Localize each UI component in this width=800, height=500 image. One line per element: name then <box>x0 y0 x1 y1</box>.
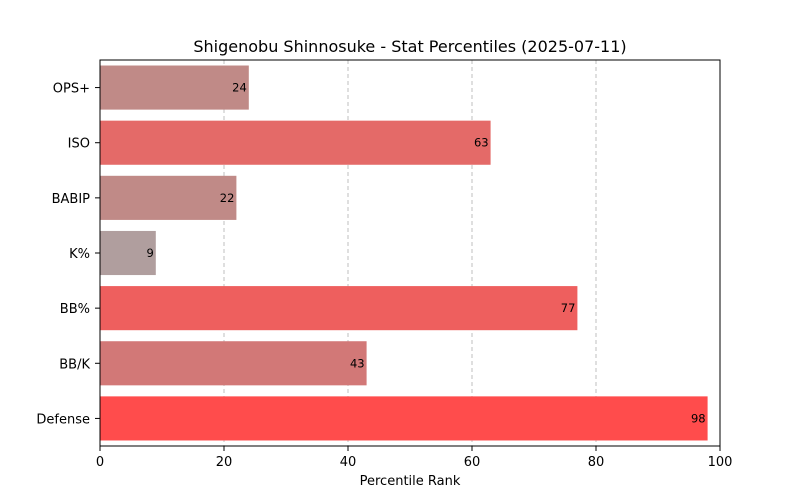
bar-value-label: 24 <box>232 81 247 95</box>
y-tick-label: BB% <box>60 302 90 317</box>
y-tick-label: BABIP <box>52 192 91 207</box>
y-axis-ticks: OPS+ ISO BABIP K% BB% BB/K Defense <box>36 82 100 427</box>
y-tick-label: K% <box>69 247 90 262</box>
bar-value-label: 77 <box>561 301 576 315</box>
x-tick-label: 20 <box>216 455 233 470</box>
data-labels: 24 63 22 9 77 43 98 <box>146 81 705 426</box>
x-axis-label: Percentile Rank <box>360 474 461 489</box>
x-tick-label: 0 <box>96 455 104 470</box>
bar-value-label: 22 <box>220 191 235 205</box>
chart-title: Shigenobu Shinnosuke - Stat Percentiles … <box>193 37 626 56</box>
bar-k <box>100 230 156 276</box>
bar-value-label: 43 <box>350 356 365 370</box>
x-tick-label: 40 <box>340 455 357 470</box>
x-tick-label: 60 <box>464 455 481 470</box>
y-tick-label: OPS+ <box>53 82 90 97</box>
bar-bb-k <box>100 341 367 386</box>
bar-bb <box>100 286 578 331</box>
bar-value-label: 9 <box>146 246 153 260</box>
x-tick-label: 100 <box>708 455 733 470</box>
bar-value-label: 98 <box>691 411 706 425</box>
y-tick-label: ISO <box>68 137 90 152</box>
gridlines <box>223 60 597 446</box>
bars <box>100 65 708 441</box>
x-tick-label: 80 <box>588 455 605 470</box>
bar-defense <box>100 396 708 441</box>
y-tick-label: Defense <box>36 412 90 427</box>
bar-babip <box>100 175 237 220</box>
plot-frame <box>99 59 721 447</box>
x-axis-ticks: 0 20 40 60 80 100 <box>96 446 733 470</box>
bar-ops <box>100 65 249 110</box>
y-tick-label: BB/K <box>59 357 90 372</box>
bar-iso <box>100 120 491 165</box>
bar-value-label: 63 <box>474 136 489 150</box>
